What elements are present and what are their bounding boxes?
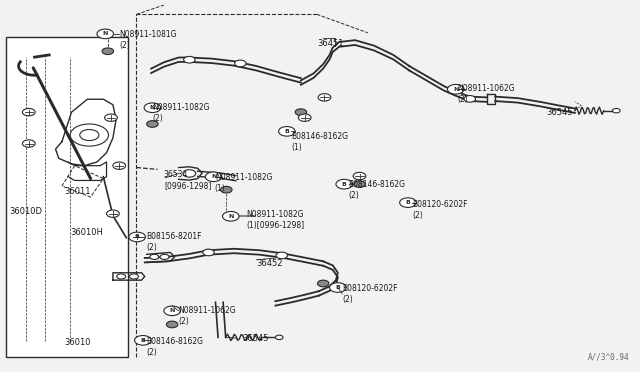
Text: B08120-6202F
(2): B08120-6202F (2)	[412, 200, 468, 220]
Text: N08911-1062G
(2): N08911-1062G (2)	[457, 84, 515, 105]
Text: N08911-1082G
(1)[0996-1298]: N08911-1082G (1)[0996-1298]	[246, 210, 305, 230]
Circle shape	[612, 109, 620, 113]
Circle shape	[166, 321, 178, 328]
Circle shape	[22, 140, 35, 147]
Text: N: N	[102, 31, 108, 36]
Text: B08156-8201F
(2): B08156-8201F (2)	[147, 232, 202, 252]
Circle shape	[134, 336, 151, 345]
Circle shape	[298, 114, 311, 121]
Circle shape	[129, 274, 138, 279]
Text: 36545: 36545	[546, 108, 573, 118]
Text: B: B	[140, 338, 145, 343]
Text: 36010D: 36010D	[9, 207, 42, 217]
Circle shape	[184, 57, 195, 63]
Circle shape	[275, 335, 283, 340]
Circle shape	[147, 121, 158, 127]
Circle shape	[235, 60, 246, 67]
Text: N: N	[453, 87, 458, 92]
Text: N08911-1082G
(1): N08911-1082G (1)	[215, 173, 273, 193]
Text: N: N	[150, 105, 155, 110]
Circle shape	[144, 103, 161, 112]
Circle shape	[97, 29, 113, 39]
Circle shape	[353, 172, 366, 180]
Circle shape	[276, 252, 287, 259]
Text: B: B	[406, 200, 410, 205]
Circle shape	[183, 170, 196, 177]
Circle shape	[160, 254, 169, 260]
Circle shape	[295, 109, 307, 115]
Text: N: N	[170, 308, 175, 313]
Text: N08911-1062G
(2): N08911-1062G (2)	[179, 306, 236, 326]
Text: B08146-8162G
(2): B08146-8162G (2)	[349, 180, 406, 201]
Text: N08911-1081G
(2): N08911-1081G (2)	[119, 30, 177, 50]
Text: B: B	[335, 285, 340, 290]
Circle shape	[70, 124, 108, 146]
Circle shape	[22, 109, 35, 116]
Text: B: B	[134, 234, 140, 240]
Circle shape	[221, 186, 232, 193]
Text: 36534
[0996-1298]: 36534 [0996-1298]	[164, 170, 211, 190]
Circle shape	[129, 232, 145, 242]
Circle shape	[80, 129, 99, 141]
Text: 36451: 36451	[317, 39, 343, 48]
Text: B08146-8162G
(2): B08146-8162G (2)	[147, 337, 204, 357]
Circle shape	[223, 211, 239, 221]
Text: N: N	[228, 214, 234, 219]
Circle shape	[106, 210, 119, 217]
Circle shape	[131, 233, 143, 241]
Circle shape	[102, 48, 113, 55]
Circle shape	[203, 249, 214, 256]
Circle shape	[164, 306, 180, 315]
Circle shape	[336, 179, 353, 189]
Text: A//3^0.94: A//3^0.94	[588, 352, 629, 361]
Text: N: N	[211, 174, 216, 179]
Text: B08146-8162G
(1): B08146-8162G (1)	[291, 132, 348, 153]
Text: B: B	[342, 182, 347, 187]
Text: 36011: 36011	[64, 187, 90, 196]
Text: B: B	[284, 129, 289, 134]
Circle shape	[399, 198, 416, 208]
Text: 36010H: 36010H	[70, 228, 103, 237]
Text: N08911-1082G
(2): N08911-1082G (2)	[152, 103, 210, 123]
Circle shape	[205, 172, 222, 182]
Circle shape	[330, 283, 346, 292]
Circle shape	[447, 84, 464, 94]
Circle shape	[354, 181, 365, 187]
Text: B08120-6202F
(2): B08120-6202F (2)	[342, 284, 398, 304]
Circle shape	[318, 94, 331, 101]
Circle shape	[278, 126, 295, 136]
Circle shape	[113, 162, 125, 169]
Text: 36010: 36010	[64, 339, 90, 347]
Circle shape	[116, 274, 125, 279]
Text: 36545: 36545	[243, 334, 269, 343]
Circle shape	[317, 280, 329, 287]
Circle shape	[464, 96, 476, 102]
Circle shape	[150, 254, 159, 260]
Bar	[6, 37, 127, 357]
Circle shape	[104, 114, 117, 121]
Text: 36452: 36452	[256, 259, 283, 268]
